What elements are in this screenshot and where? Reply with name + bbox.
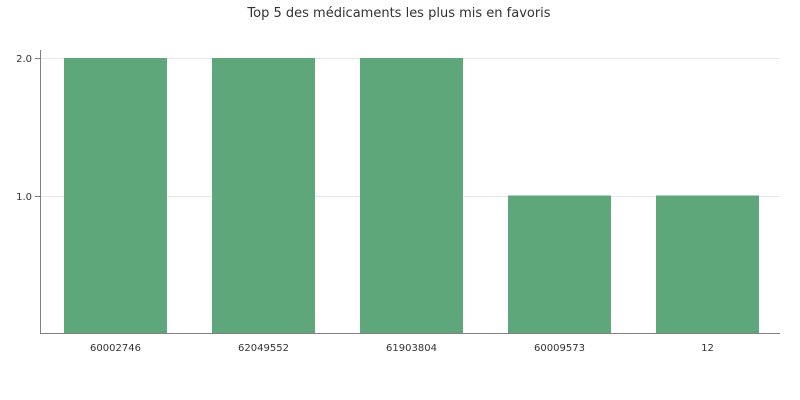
chart-title: Top 5 des médicaments les plus mis en fa… (246, 6, 550, 21)
y-tick-label: 2.0 (16, 54, 32, 65)
bar-12[interactable] (656, 195, 759, 334)
label-layer: 1.0 2.0 60002746 62049552 61903804 60009573 12 (16, 54, 714, 354)
bar-layer (64, 58, 759, 333)
axis-layer (35, 50, 780, 334)
bar-62049552[interactable] (212, 58, 315, 333)
x-tick-label: 60009573 (534, 343, 585, 354)
x-tick-label: 12 (701, 343, 714, 354)
bar-60002746[interactable] (64, 58, 167, 333)
x-tick-label: 61903804 (386, 343, 437, 354)
y-tick-label: 1.0 (16, 192, 32, 203)
x-tick-label: 60002746 (90, 343, 141, 354)
bar-61903804[interactable] (360, 58, 463, 333)
bar-60009573[interactable] (508, 195, 611, 334)
x-tick-label: 62049552 (238, 343, 289, 354)
